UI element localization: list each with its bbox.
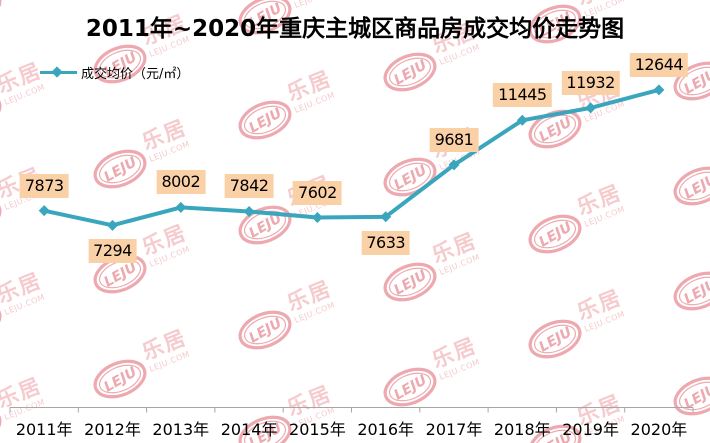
data-point-marker	[312, 212, 323, 223]
x-axis-label: 2015年	[289, 416, 346, 440]
x-axis-label: 2018年	[494, 416, 551, 440]
data-label: 7873	[20, 174, 69, 198]
data-point-marker	[585, 102, 596, 113]
data-point-marker	[244, 206, 255, 217]
x-axis-label: 2014年	[221, 416, 278, 440]
x-axis-label: 2020年	[631, 416, 688, 440]
x-axis-label: 2012年	[84, 416, 141, 440]
chart-canvas: LEJU乐居LEJU.COMLEJU乐居LEJU.COMLEJU乐居LEJU.C…	[0, 0, 710, 443]
data-label: 7842	[225, 174, 274, 198]
data-label: 12644	[630, 53, 688, 77]
data-label: 11932	[561, 71, 619, 95]
data-label: 7294	[88, 239, 137, 263]
legend-label: 成交均价（元/㎡）	[81, 63, 189, 82]
x-axis-label: 2013年	[152, 416, 209, 440]
legend-diamond-icon	[51, 66, 62, 77]
price-polyline	[44, 90, 659, 225]
legend-line-marker-icon	[40, 68, 77, 77]
data-label: 9681	[430, 128, 479, 152]
x-axis-label: 2011年	[16, 416, 73, 440]
chart-title: 2011年~2020年重庆主城区商品房成交均价走势图	[0, 9, 710, 43]
data-label: 7633	[361, 231, 410, 255]
data-label: 8002	[156, 170, 205, 194]
x-axis-label: 2016年	[357, 416, 414, 440]
data-point-marker	[653, 84, 664, 95]
data-label: 7602	[293, 181, 342, 205]
data-point-marker	[39, 205, 50, 216]
data-label: 11445	[493, 83, 551, 107]
legend: 成交均价（元/㎡）	[40, 63, 189, 82]
data-point-marker	[107, 220, 118, 231]
data-point-marker	[175, 202, 186, 213]
x-axis-label: 2019年	[562, 416, 619, 440]
x-axis-label: 2017年	[426, 416, 483, 440]
